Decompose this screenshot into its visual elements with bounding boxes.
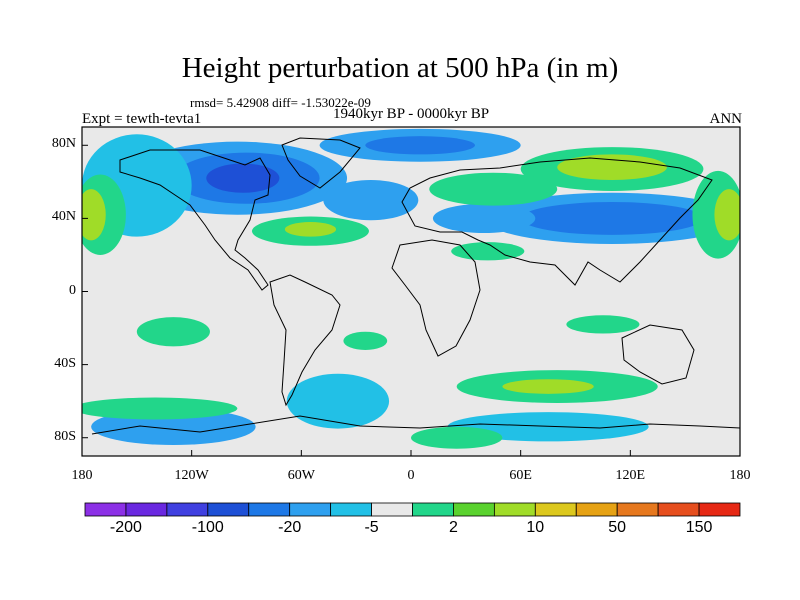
positive-anomaly-region xyxy=(557,154,667,181)
negative-anomaly-region xyxy=(432,203,536,234)
colorbar-swatch xyxy=(330,502,372,517)
positive-anomaly-region xyxy=(714,189,740,241)
colorbar-swatch xyxy=(84,502,127,517)
stats-label: rmsd= 5.42908 diff= -1.53022e-09 xyxy=(190,95,371,110)
y-tick-label: 80N xyxy=(51,136,76,152)
x-tick-label: 0 xyxy=(407,468,415,483)
colorbar-swatch xyxy=(207,502,250,517)
x-tick-label: 180 xyxy=(71,468,93,483)
negative-anomaly-region xyxy=(206,163,280,193)
colorbar-swatch xyxy=(371,502,413,517)
x-tick-label: 60W xyxy=(287,468,315,483)
plot-title: Height perturbation at 500 hPa (in m) xyxy=(181,52,619,84)
y-tick-label: 0 xyxy=(69,282,76,298)
colorbar-label: -20 xyxy=(278,519,302,536)
negative-anomaly-region xyxy=(286,373,390,429)
anomaly-regions xyxy=(82,128,740,449)
colorbar xyxy=(84,502,741,517)
y-tick-label: 80S xyxy=(54,428,76,444)
colorbar-swatch xyxy=(412,502,454,517)
colorbar-swatch xyxy=(616,502,659,517)
x-tick-label: 120W xyxy=(174,468,209,483)
positive-anomaly-region xyxy=(82,189,106,241)
colorbar-swatch xyxy=(248,502,291,517)
negative-anomaly-region xyxy=(323,180,419,221)
continent-outline-icon xyxy=(91,137,740,435)
colorbar-label: 10 xyxy=(526,519,545,536)
colorbar-swatch xyxy=(493,502,536,517)
y-tick-label: 40S xyxy=(54,355,76,371)
colorbar-swatch xyxy=(289,502,332,517)
colorbar-swatch xyxy=(575,502,618,517)
colorbar-label: 150 xyxy=(685,519,713,536)
positive-anomaly-region xyxy=(566,315,640,334)
colorbar-swatch xyxy=(125,502,168,517)
positive-anomaly-region xyxy=(136,317,210,347)
colorbar-swatch xyxy=(534,502,577,517)
x-tick-label: 180 xyxy=(729,468,751,483)
x-tick-label: 120E xyxy=(615,468,646,483)
colorbar-label: -200 xyxy=(109,519,142,536)
colorbar-label: 2 xyxy=(448,519,458,536)
colorbar-swatch xyxy=(166,502,209,517)
colorbar-swatch xyxy=(698,502,741,517)
y-tick-label: 40N xyxy=(51,209,76,225)
period-label: 1940kyr BP - 0000kyr BP xyxy=(332,106,490,122)
positive-anomaly-region xyxy=(343,331,388,350)
positive-anomaly-region xyxy=(82,397,238,420)
colorbar-swatch xyxy=(657,502,700,517)
positive-anomaly-region xyxy=(411,426,503,449)
colorbar-label: -100 xyxy=(191,519,224,536)
colorbar-label: -5 xyxy=(364,519,379,536)
positive-anomaly-region xyxy=(284,222,337,237)
axis-ticks xyxy=(81,144,741,456)
experiment-label: Expt = tewth-tevta1 xyxy=(82,111,202,127)
negative-anomaly-region xyxy=(365,136,475,155)
positive-anomaly-region xyxy=(429,172,558,206)
season-label: ANN xyxy=(709,111,743,127)
negative-anomaly-region xyxy=(520,201,704,235)
positive-anomaly-region xyxy=(502,379,594,394)
colorbar-swatch xyxy=(453,502,495,517)
x-tick-label: 60E xyxy=(509,468,532,483)
colorbar-label: 50 xyxy=(608,519,627,536)
